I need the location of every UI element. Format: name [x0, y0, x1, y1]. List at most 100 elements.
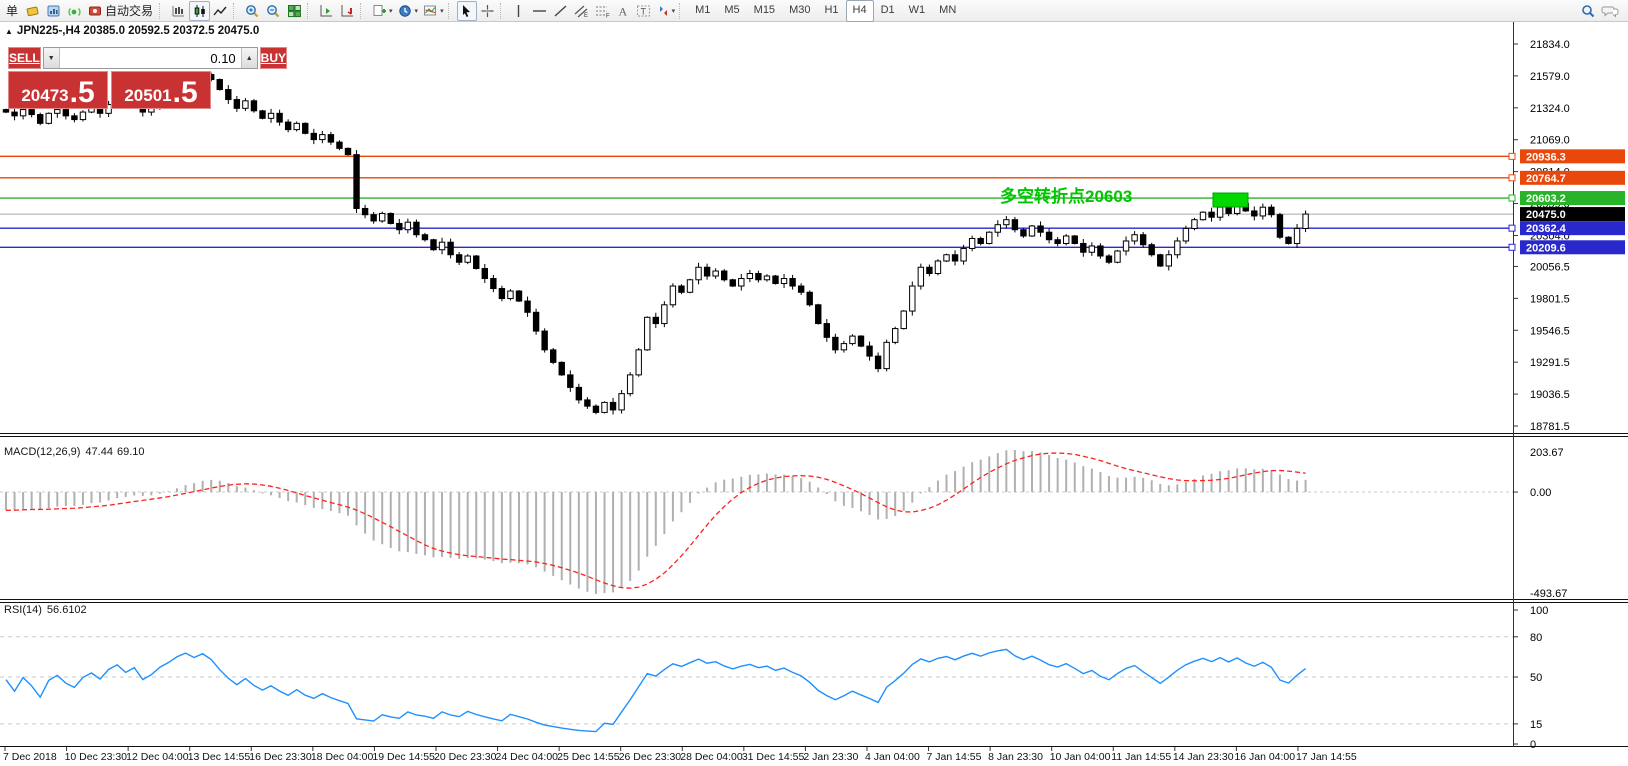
equidistant-channel-icon[interactable]: E [571, 1, 592, 21]
tab-timeframe-d1[interactable]: D1 [880, 3, 895, 16]
price-axis-tick-label: 20056.5 [1530, 261, 1570, 273]
separator [159, 2, 165, 19]
tab-timeframe-mn[interactable]: MN [939, 3, 957, 16]
time-axis[interactable]: 7 Dec 2018 10 Dec 23:30 12 Dec 04:00 13 Dec… [3, 747, 1357, 763]
time-axis-label: 4 Jan 04:00 [865, 751, 920, 763]
price-badge [1520, 240, 1625, 255]
autotrade-button[interactable]: 自动交易 [85, 1, 157, 21]
line-end-marker[interactable] [1508, 152, 1516, 160]
line-chart-icon[interactable] [210, 1, 231, 21]
macd-histogram [5, 450, 1307, 594]
auto-scroll-icon[interactable] [337, 1, 358, 21]
line-end-marker[interactable] [1508, 224, 1516, 232]
rsi-name: RSI(14) [4, 604, 42, 616]
text-label-icon[interactable]: T [633, 1, 654, 21]
buy-price-main: 20501 [124, 86, 172, 106]
tile-windows-icon[interactable] [284, 1, 305, 21]
time-axis-label: 12 Dec 04:00 [126, 751, 189, 763]
text-icon[interactable]: A [613, 1, 633, 21]
autotrade-label: 自动交易 [105, 4, 154, 18]
price-axis-tick-label: 19546.5 [1530, 325, 1570, 337]
line-end-marker[interactable] [1508, 243, 1516, 251]
price-badge-label: 20936.3 [1526, 151, 1566, 163]
line-end-marker[interactable] [1508, 194, 1516, 202]
sell-button[interactable]: SELL [8, 47, 41, 69]
price-axis-tick-label: 21579.0 [1530, 71, 1570, 83]
sell-price-button[interactable]: 20473 .5 [8, 71, 108, 109]
zoom-in-icon[interactable] [242, 1, 263, 21]
time-axis-label: 20 Dec 23:30 [434, 751, 497, 763]
indicators-button[interactable]: ▾ [420, 1, 446, 21]
price-badge-label: 20475.0 [1526, 209, 1566, 221]
buy-button[interactable]: BUY [259, 47, 288, 69]
candlestick-chart-icon[interactable] [189, 0, 211, 21]
macd-axis-min: -493.67 [1530, 588, 1567, 600]
search-icon[interactable] [1578, 1, 1599, 21]
time-axis-label: 28 Dec 04:00 [680, 751, 743, 763]
separator [360, 2, 366, 19]
time-axis-label: 31 Dec 14:55 [742, 751, 805, 763]
separator [233, 2, 239, 19]
price-axis-tick-label: 19801.5 [1530, 293, 1570, 305]
fibonacci-icon[interactable]: F [592, 1, 613, 21]
candles-layer [2, 71, 1309, 415]
cursor-icon[interactable] [456, 0, 477, 21]
time-axis-label: 8 Jan 23:30 [988, 751, 1043, 763]
price-axis-tick-label: 18781.5 [1530, 421, 1570, 433]
volume-decrease-button[interactable]: ▼ [43, 48, 60, 68]
time-axis-label: 16 Dec 23:30 [249, 751, 312, 763]
bar-chart-icon[interactable] [168, 1, 189, 21]
arrows-button[interactable]: ▾ [654, 1, 678, 21]
price-badge [1520, 170, 1625, 185]
rsi-value: 56.6102 [46, 604, 87, 616]
line-end-marker[interactable] [1508, 174, 1516, 182]
new-order-label: 单 [6, 4, 19, 18]
time-axis-label: 14 Jan 23:30 [1173, 751, 1234, 763]
vertical-line-icon[interactable] [509, 1, 529, 21]
trendline-icon[interactable] [550, 1, 571, 21]
chat-icon[interactable] [1599, 1, 1622, 21]
annotation-rectangle[interactable] [1212, 192, 1249, 208]
zoom-out-icon[interactable] [263, 1, 284, 21]
volume-increase-button[interactable]: ▲ [240, 48, 257, 68]
one-click-trading-panel: SELL ▼ ▲ BUY 20473 .5 20501 .5 [8, 47, 288, 109]
time-axis-label: 2 Jan 23:30 [803, 751, 858, 763]
price-badge-label: 20362.4 [1526, 223, 1567, 235]
chart-title: ▲ JPN225-,H4 20385.0 20592.5 20372.5 204… [5, 25, 259, 37]
time-axis-label: 17 Jan 14:55 [1296, 751, 1357, 763]
tab-timeframe-m1[interactable]: M1 [695, 3, 711, 16]
separator [307, 2, 313, 19]
horizontal-line-icon[interactable] [529, 1, 550, 21]
tab-timeframe-m30[interactable]: M30 [789, 3, 811, 16]
buy-price-button[interactable]: 20501 .5 [111, 71, 211, 109]
macd-main-value: 47.44 [85, 446, 113, 458]
chart-shift-icon[interactable] [316, 1, 337, 21]
time-axis-label: 11 Jan 14:55 [1111, 751, 1171, 763]
crosshair-icon[interactable] [477, 1, 498, 21]
price-badge-label: 20209.6 [1526, 242, 1566, 254]
profiles-icon[interactable] [43, 1, 64, 21]
signal-icon[interactable] [64, 1, 85, 21]
periods-button[interactable]: ▾ [395, 1, 421, 21]
new-order-icon[interactable] [22, 1, 43, 21]
separator [499, 2, 506, 19]
buy-price-frac: .5 [172, 76, 198, 109]
tab-timeframe-h4[interactable]: H4 [845, 0, 874, 22]
new-order-button[interactable]: 单 [2, 1, 22, 21]
volume-input[interactable] [59, 48, 241, 68]
price-axis-tick-label: 19036.5 [1530, 389, 1570, 401]
new-chart-button[interactable]: ▾ [369, 1, 395, 21]
price-badge [1520, 207, 1625, 222]
tab-timeframe-w1[interactable]: W1 [908, 3, 926, 16]
tab-timeframe-m5[interactable]: M5 [724, 3, 740, 16]
collapse-arrow-icon: ▲ [5, 26, 13, 36]
time-axis-label: 24 Dec 04:00 [496, 751, 559, 763]
tab-timeframe-h1[interactable]: H1 [824, 3, 839, 16]
time-axis-label: 19 Dec 14:55 [372, 751, 435, 763]
annotation-text: 多空转折点20603 [1000, 186, 1132, 206]
price-axis-tick-label: 21324.0 [1530, 103, 1570, 115]
tab-timeframe-m15[interactable]: M15 [753, 3, 776, 16]
price-axis-tick-label: 19291.5 [1530, 357, 1570, 369]
